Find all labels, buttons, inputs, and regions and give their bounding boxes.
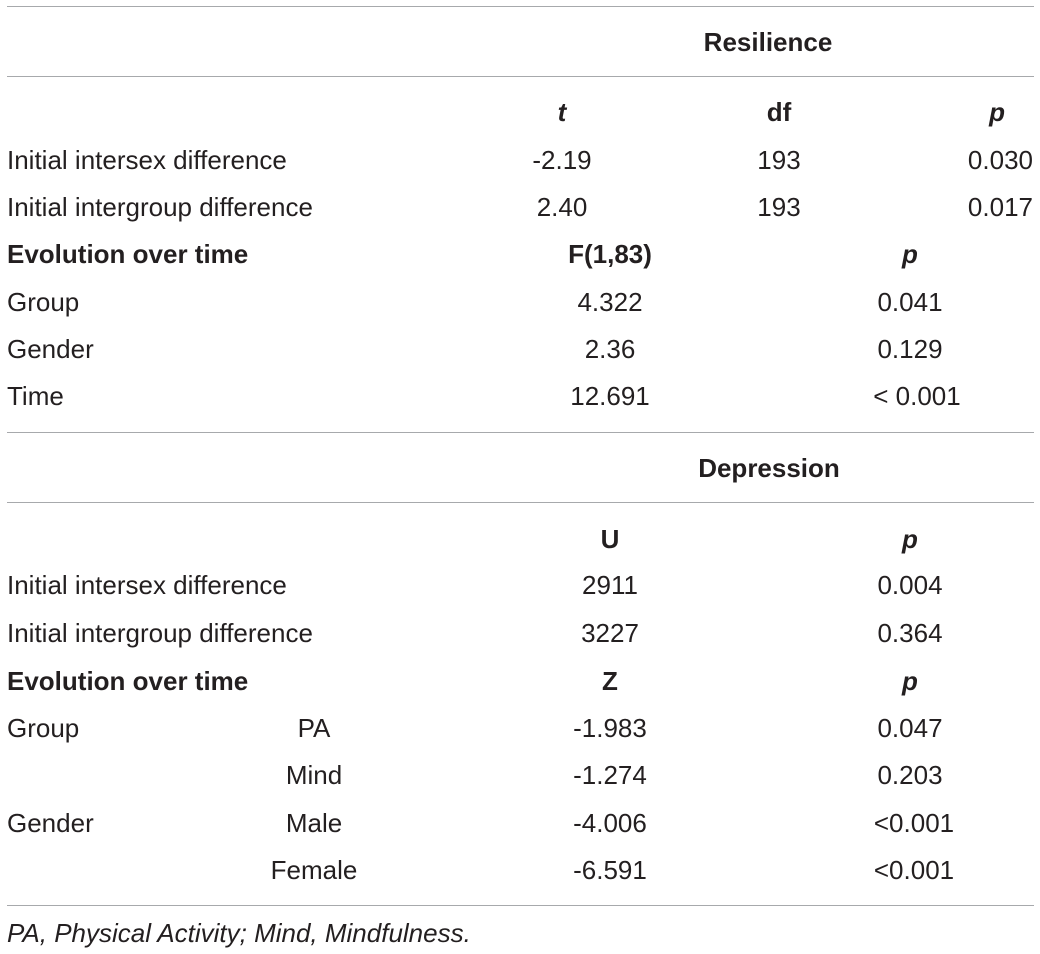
cell-t: -2.19 <box>532 145 592 175</box>
row-label: Initial intersex difference <box>7 145 287 175</box>
cell-p: 0.047 <box>877 713 943 743</box>
cell-p: 0.017 <box>967 192 1033 222</box>
header-p: p <box>902 524 918 554</box>
cell-p: 0.129 <box>877 334 943 364</box>
row-label: Time <box>7 381 64 411</box>
cell-p: 0.004 <box>877 570 943 600</box>
header-z: Z <box>602 666 618 696</box>
cell-df: 193 <box>757 192 801 222</box>
header-f-stat: F(1,83) <box>568 239 652 269</box>
sub-label: PA <box>297 713 331 743</box>
cell-df: 193 <box>757 145 801 175</box>
sub-label: Female <box>270 855 358 885</box>
cell-stat: -4.006 <box>573 808 647 838</box>
row-label: Initial intergroup difference <box>7 618 313 648</box>
cell-p: 0.203 <box>877 760 943 790</box>
depression-title: Depression <box>698 453 840 483</box>
header-u: U <box>600 524 620 554</box>
cell-p: 0.041 <box>877 287 943 317</box>
evolution-label: Evolution over time <box>7 239 249 269</box>
header-t: t <box>557 97 567 127</box>
row-label: Group <box>7 287 80 317</box>
cell-t: 2.40 <box>536 192 588 222</box>
group-label: Gender <box>7 808 94 838</box>
cell-p: <0.001 <box>873 808 955 838</box>
depression-title-rule <box>7 502 1034 503</box>
cell-stat: 12.691 <box>570 381 650 411</box>
cell-stat: -1.274 <box>573 760 647 790</box>
cell-stat: 4.322 <box>577 287 643 317</box>
resilience-title: Resilience <box>703 27 833 57</box>
header-p: p <box>989 97 1005 127</box>
evolution-label: Evolution over time <box>7 666 249 696</box>
header-p: p <box>902 239 918 269</box>
row-label: Initial intergroup difference <box>7 192 313 222</box>
resilience-title-rule <box>7 76 1034 77</box>
section-divider-rule <box>7 432 1034 433</box>
sub-label: Male <box>285 808 343 838</box>
cell-p: 0.364 <box>877 618 943 648</box>
cell-p: <0.001 <box>873 855 955 885</box>
cell-p: 0.030 <box>967 145 1033 175</box>
header-p: p <box>902 666 918 696</box>
header-df: df <box>766 97 792 127</box>
cell-stat: 2.36 <box>584 334 636 364</box>
group-label: Group <box>7 713 80 743</box>
cell-stat: -6.591 <box>573 855 647 885</box>
top-rule <box>7 6 1034 7</box>
table-footnote: PA, Physical Activity; Mind, Mindfulness… <box>7 918 471 948</box>
cell-stat: 3227 <box>581 618 639 648</box>
row-label: Gender <box>7 334 94 364</box>
row-label: Initial intersex difference <box>7 570 287 600</box>
cell-stat: -1.983 <box>573 713 647 743</box>
sub-label: Mind <box>285 760 343 790</box>
cell-p: < 0.001 <box>873 381 961 411</box>
bottom-rule <box>7 905 1034 906</box>
cell-stat: 2911 <box>582 570 638 600</box>
